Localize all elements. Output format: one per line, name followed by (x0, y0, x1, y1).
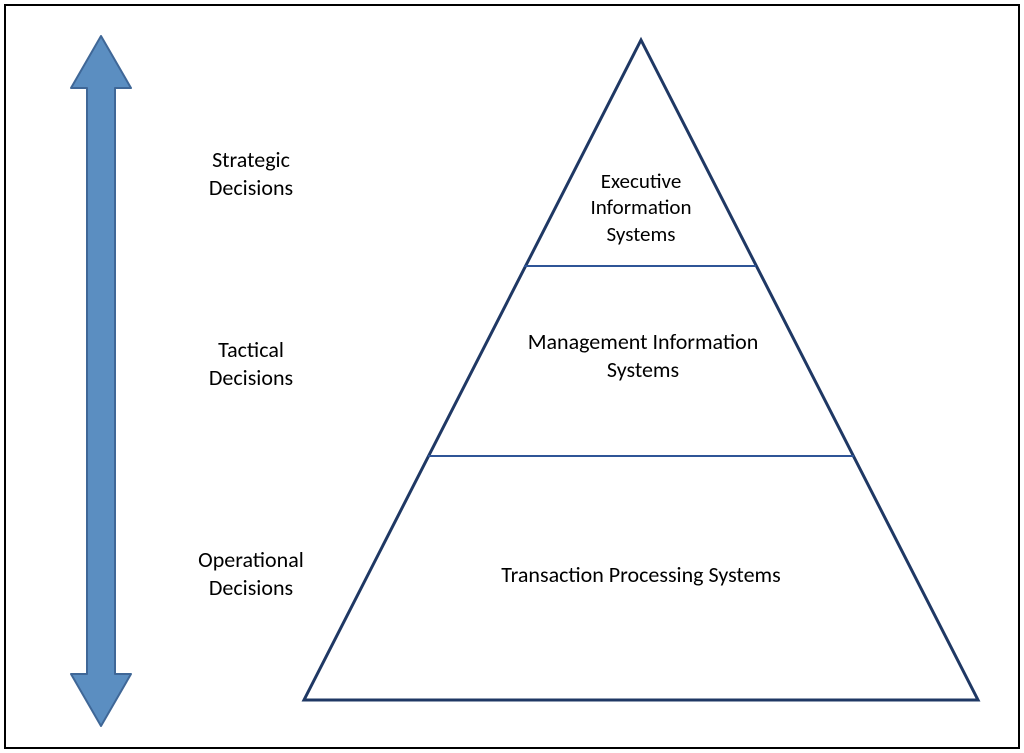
label-line: Systems (607, 221, 676, 247)
decision-label-tactical: Tactical Decisions (166, 336, 336, 391)
label-line: Transaction Processing Systems (501, 561, 780, 588)
label-line: Systems (607, 356, 679, 383)
label-line: Information (590, 194, 691, 220)
pyramid-tier-label-middle: Management Information Systems (503, 328, 783, 383)
label-line: Management Information (528, 328, 759, 355)
label-line: Executive (601, 168, 682, 194)
label-line: Strategic (212, 146, 290, 173)
diagram-frame: Strategic Decisions Tactical Decisions O… (4, 4, 1020, 749)
decision-label-operational: Operational Decisions (156, 546, 346, 601)
vertical-double-arrow-icon (71, 36, 131, 726)
label-line: Operational (198, 546, 304, 573)
pyramid-tier-label-bottom: Transaction Processing Systems (471, 561, 811, 589)
label-line: Decisions (209, 574, 293, 601)
label-line: Decisions (209, 364, 293, 391)
label-line: Tactical (218, 336, 284, 363)
label-line: Decisions (209, 174, 293, 201)
decision-label-strategic: Strategic Decisions (166, 146, 336, 201)
pyramid-tier-label-top: Executive Information Systems (566, 168, 716, 247)
